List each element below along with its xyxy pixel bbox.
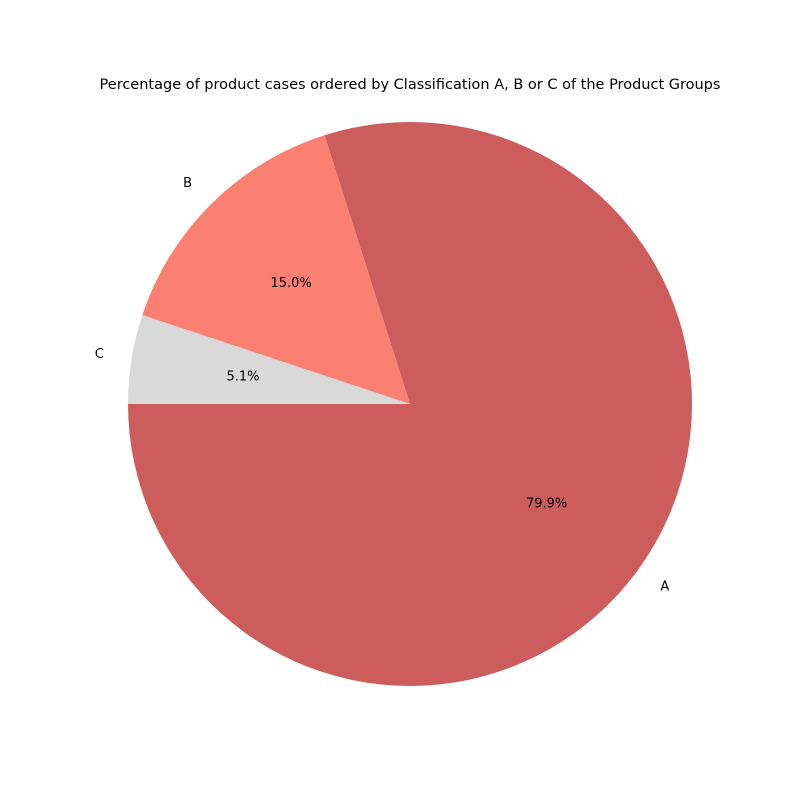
pie-slice-b xyxy=(142,135,410,404)
pie-labels: A 79.9% B 15.0% C 5.1% xyxy=(95,176,670,595)
slice-percent-a: 79.9% xyxy=(526,496,567,511)
slice-label-c: C xyxy=(95,347,104,362)
pie-slice-a xyxy=(128,121,692,686)
chart-title: Percentage of product cases ordered by C… xyxy=(100,77,721,93)
slice-percent-c: 5.1% xyxy=(226,370,259,385)
pie-slices xyxy=(128,121,692,686)
pie-slice-c xyxy=(128,315,410,404)
slice-percent-b: 15.0% xyxy=(270,276,311,291)
slice-label-a: A xyxy=(660,580,669,595)
slice-label-b: B xyxy=(183,176,192,191)
